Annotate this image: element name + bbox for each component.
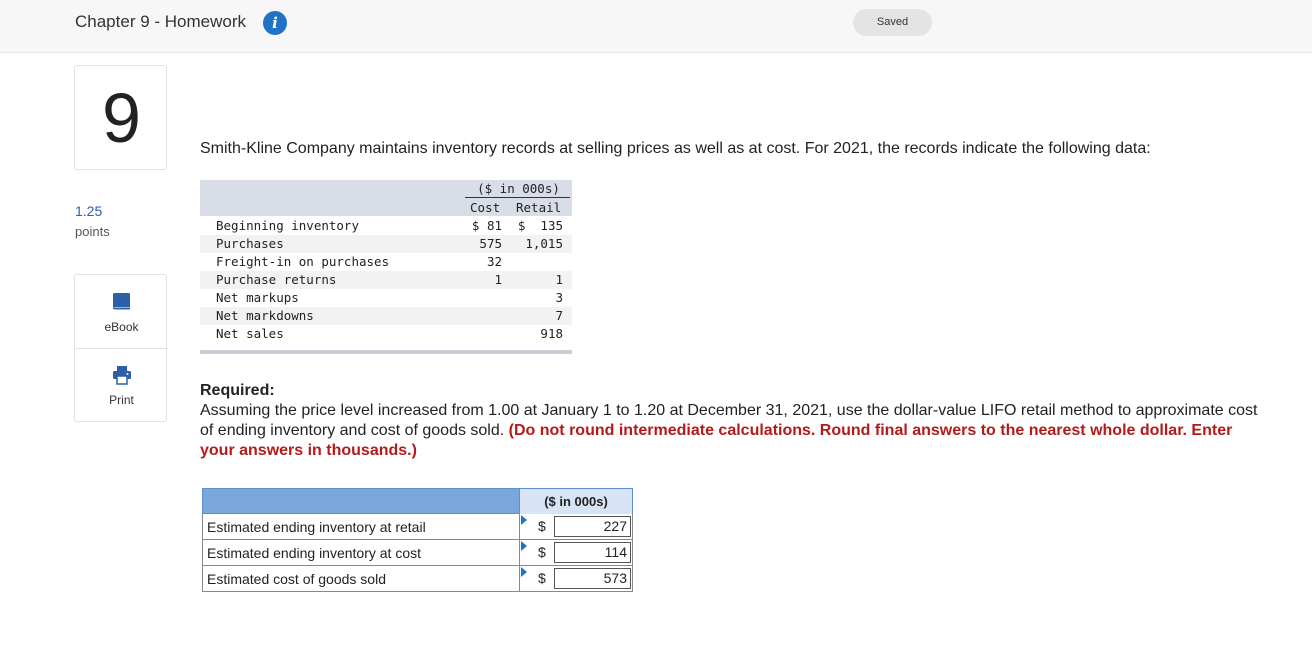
- units-group-header: ($ in 000s): [477, 181, 560, 196]
- retail-value: 3: [555, 290, 563, 305]
- info-icon[interactable]: i: [263, 11, 287, 35]
- row-label: Purchase returns: [216, 272, 337, 287]
- tools-panel: eBook Print: [74, 274, 168, 423]
- required-heading: Required:: [200, 382, 275, 399]
- retail-value: 1,015: [525, 236, 563, 251]
- points-label: points: [75, 224, 110, 239]
- retail-value: 1: [555, 272, 563, 287]
- answer-row: Estimated ending inventory at cost $ 114: [202, 540, 633, 566]
- answer-row-label: Estimated cost of goods sold: [207, 571, 386, 587]
- question-text: Smith-Kline Company maintains inventory …: [200, 140, 1151, 157]
- answer-value-cell: $ 573: [519, 566, 632, 591]
- answer-value-cell: $ 114: [519, 540, 632, 565]
- retail-value: $ 135: [517, 218, 563, 233]
- table-row: Net sales 918: [200, 325, 572, 343]
- rounding-instruction: (Do not round intermediate calculations.…: [200, 422, 1233, 459]
- table-row: Net markdowns 7: [200, 307, 572, 325]
- ebook-label: eBook: [104, 320, 139, 334]
- cost-value: 575: [479, 236, 502, 251]
- print-label: Print: [109, 393, 134, 407]
- answer-row-label: Estimated ending inventory at retail: [207, 519, 426, 535]
- saved-status-badge: Saved: [853, 9, 932, 36]
- answer-value-cell: $ 227: [519, 514, 632, 539]
- table-row: Beginning inventory $ 81 $ 135: [200, 217, 572, 235]
- ending-inventory-cost-input[interactable]: 114: [554, 542, 631, 563]
- book-icon: [113, 293, 130, 310]
- cost-value: $ 81: [471, 218, 502, 233]
- answer-row: Estimated ending inventory at retail $ 2…: [202, 514, 633, 540]
- table-row: Net markups 3: [200, 289, 572, 307]
- assignment-title: Chapter 9 - Homework: [75, 12, 247, 31]
- table-bottom-rule: [200, 350, 572, 354]
- cell-marker-icon: [521, 515, 527, 525]
- answer-table-header: ($ in 000s): [202, 488, 633, 515]
- currency-symbol: $: [538, 544, 546, 560]
- print-button[interactable]: Print: [75, 349, 168, 423]
- cost-value: 1: [494, 272, 502, 287]
- cost-column-header: Cost: [470, 200, 501, 215]
- table-row: Purchase returns 1 1: [200, 271, 572, 289]
- units-header: ($ in 000s): [519, 489, 632, 515]
- retail-column-header: Retail: [516, 200, 562, 215]
- retail-value: 918: [540, 326, 563, 341]
- currency-symbol: $: [538, 570, 546, 586]
- table-row: Purchases 575 1,015: [200, 235, 572, 253]
- required-section: Required: Assuming the price level incre…: [200, 381, 1260, 461]
- answer-table: ($ in 000s) Estimated ending inventory a…: [202, 488, 633, 593]
- row-label: Purchases: [216, 236, 284, 251]
- currency-symbol: $: [538, 518, 546, 534]
- group-underline: [465, 197, 570, 198]
- row-label: Net markups: [216, 290, 299, 305]
- points-value: 1.25: [75, 203, 103, 219]
- ebook-button[interactable]: eBook: [75, 275, 168, 349]
- ending-inventory-retail-input[interactable]: 227: [554, 516, 631, 537]
- top-bar: Chapter 9 - Homework i Saved: [0, 0, 1312, 53]
- cell-marker-icon: [521, 541, 527, 551]
- printer-icon: [113, 366, 131, 385]
- row-label: Net markdowns: [216, 308, 314, 323]
- answer-row: Estimated cost of goods sold $ 573: [202, 566, 633, 592]
- required-text: Assuming the price level increased from …: [200, 402, 1258, 439]
- data-table-header: ($ in 000s) Cost Retail: [200, 180, 572, 216]
- table-row: Freight-in on purchases 32: [200, 253, 572, 271]
- row-label: Beginning inventory: [216, 218, 359, 233]
- question-number-box: 9: [74, 65, 167, 170]
- answer-row-label: Estimated ending inventory at cost: [207, 545, 422, 561]
- cell-marker-icon: [521, 567, 527, 577]
- retail-value: 7: [555, 308, 563, 323]
- row-label: Freight-in on purchases: [216, 254, 390, 269]
- cost-of-goods-sold-input[interactable]: 573: [554, 568, 631, 589]
- row-label: Net sales: [216, 326, 284, 341]
- cost-value: 32: [486, 254, 502, 269]
- question-number: 9: [102, 79, 141, 157]
